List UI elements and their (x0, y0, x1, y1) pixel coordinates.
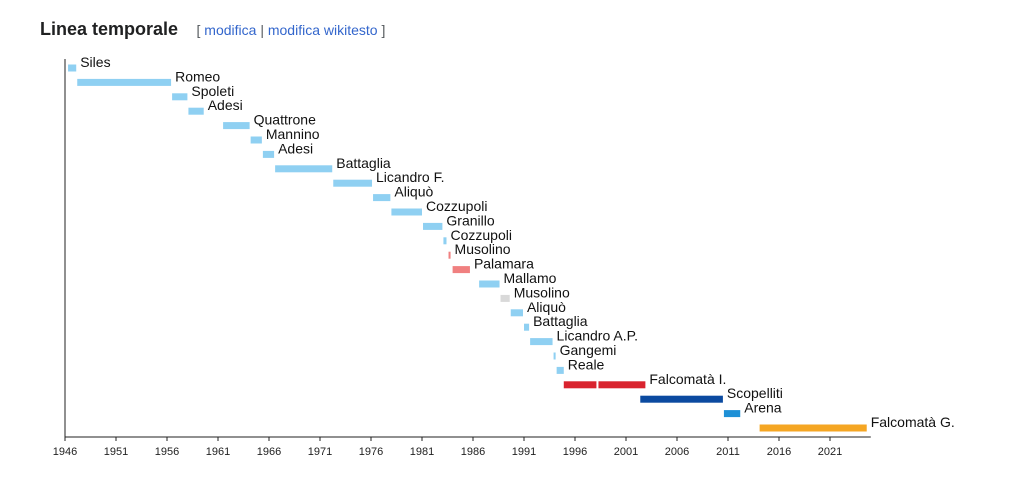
bar-label: Licandro F. (376, 169, 444, 185)
timeline-bar (68, 64, 77, 72)
timeline-bar (77, 78, 172, 86)
section-header: Linea temporale [ modifica | modifica wi… (40, 19, 385, 40)
x-tick-label: 2016 (767, 446, 791, 458)
timeline-bar (510, 309, 523, 317)
timeline-bar (443, 237, 447, 245)
x-tick-label: 1956 (155, 446, 179, 458)
bar-label: Battaglia (533, 313, 588, 329)
timeline-bar (391, 208, 422, 216)
timeline-bar (333, 179, 373, 187)
edit-link[interactable]: modifica (204, 22, 257, 38)
x-tick-label: 1971 (308, 446, 332, 458)
timeline-bar (275, 165, 333, 173)
timeline-bar (553, 352, 556, 360)
timeline-bar (188, 107, 204, 115)
x-tick-label: 1946 (53, 446, 77, 458)
edit-links: [ modifica | modifica wikitesto ] (197, 22, 386, 38)
bar-label: Gangemi (560, 342, 617, 358)
timeline-bar (640, 395, 723, 403)
bar-label: Cozzupoli (450, 227, 511, 243)
timeline-bar (373, 194, 391, 202)
bar-label: Aliquò (394, 184, 433, 200)
bar-label: Adesi (208, 97, 243, 113)
timeline-bar (223, 122, 250, 130)
bar-label: Granillo (446, 212, 494, 228)
bar-label: Mallamo (504, 270, 557, 286)
bar-label: Quattrone (254, 112, 316, 128)
edit-separator: | (260, 22, 264, 38)
bar-label: Adesi (278, 140, 313, 156)
x-tick-label: 1976 (359, 446, 383, 458)
bar-label: Falcomatà G. (871, 414, 955, 430)
bar-label: Spoleti (191, 83, 234, 99)
bracket-close: ] (381, 22, 386, 38)
x-tick-label: 1951 (104, 446, 128, 458)
timeline-bar (598, 381, 646, 389)
x-tick-label: 1981 (410, 446, 434, 458)
x-tick-label: 1961 (206, 446, 230, 458)
bar-label: Palamara (474, 256, 534, 272)
x-tick-label: 1996 (563, 446, 587, 458)
bar-label: Mannino (266, 126, 320, 142)
timeline-bar (759, 424, 867, 432)
x-tick-label: 2021 (818, 446, 842, 458)
timeline-bar (563, 381, 597, 389)
bar-label: Falcomatà I. (649, 371, 726, 387)
bar-label: Reale (568, 356, 605, 372)
timeline-bar (723, 410, 741, 418)
timeline-bar (262, 150, 275, 158)
x-tick-label: 1991 (512, 446, 536, 458)
bar-label: Arena (744, 400, 782, 416)
x-tick-label: 1966 (257, 446, 281, 458)
timeline-bar (524, 323, 530, 331)
x-tick-label: 2001 (614, 446, 638, 458)
timeline-bar (500, 294, 510, 302)
bar-label: Musolino (455, 241, 511, 257)
bar-label: Licandro A.P. (557, 328, 638, 344)
bar-label: Musolino (514, 284, 570, 300)
timeline-bar (423, 222, 443, 230)
x-tick-label: 1986 (461, 446, 485, 458)
x-tick-label: 2011 (716, 446, 740, 458)
bar-label: Cozzupoli (426, 198, 487, 214)
bar-label: Siles (80, 54, 110, 70)
section-title: Linea temporale (40, 19, 179, 39)
timeline-bar (452, 266, 470, 274)
timeline-bar (530, 338, 553, 346)
edit-source-link[interactable]: modifica wikitesto (267, 22, 378, 38)
bar-label: Romeo (175, 68, 220, 84)
timeline-bar (448, 251, 451, 259)
bar-label: Aliquò (527, 299, 566, 315)
bracket-open: [ (196, 22, 201, 38)
bar-label: Battaglia (336, 155, 391, 171)
x-tick-label: 2006 (665, 446, 689, 458)
timeline-bar (479, 280, 500, 288)
timeline-bar (172, 93, 188, 101)
bar-label: Scopelliti (727, 385, 783, 401)
timeline-bar (250, 136, 262, 144)
timeline-bar (556, 366, 564, 374)
